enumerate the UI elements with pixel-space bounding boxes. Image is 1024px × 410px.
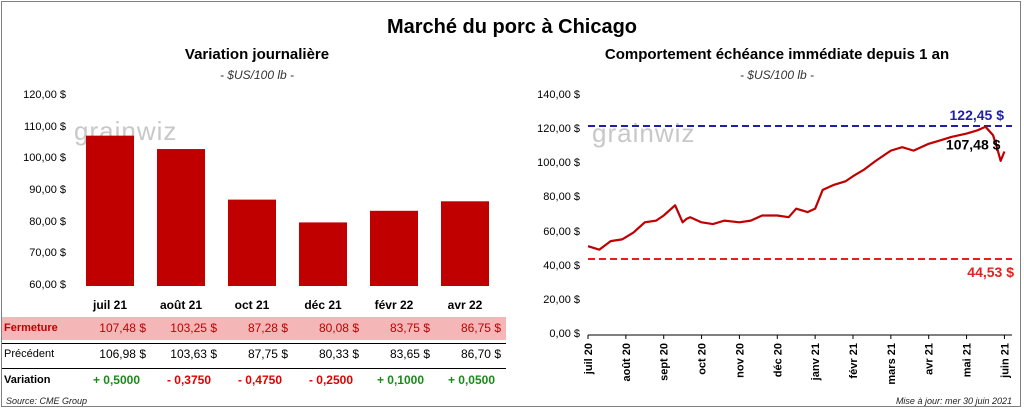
bar-5 bbox=[441, 201, 489, 286]
x-tick-label: oct 21 bbox=[234, 298, 270, 312]
fermeture-cell: 103,25 $ bbox=[170, 321, 217, 335]
x-tick-label: févr 22 bbox=[374, 298, 414, 312]
y-tick-label: 80,00 $ bbox=[543, 191, 580, 204]
low-label: 44,53 $ bbox=[967, 264, 1014, 280]
x-tick-label: sept 20 bbox=[659, 343, 671, 381]
bar-4 bbox=[370, 210, 418, 286]
x-tick-label: févr 21 bbox=[848, 343, 860, 378]
x-tick-label: avr 22 bbox=[447, 298, 483, 312]
x-tick-label: janv 21 bbox=[810, 343, 822, 381]
right-watermark: grainwiz bbox=[592, 118, 696, 148]
last-value-label: 107,48 $ bbox=[946, 137, 1001, 153]
bar-2 bbox=[228, 199, 276, 286]
y-tick-label: 120,00 $ bbox=[23, 89, 66, 101]
x-tick-label: juil 20 bbox=[583, 343, 595, 375]
bar-0 bbox=[86, 135, 134, 286]
fermeture-label: Fermeture bbox=[4, 322, 58, 334]
y-tick-label: 90,00 $ bbox=[29, 184, 66, 196]
precedent-cell: 80,33 $ bbox=[318, 347, 359, 361]
precedent-label: Précédent bbox=[4, 348, 55, 360]
x-tick-label: oct 20 bbox=[697, 343, 709, 375]
price-series-line bbox=[587, 125, 1006, 251]
fermeture-cell: 87,28 $ bbox=[247, 321, 288, 335]
table-divider bbox=[2, 368, 506, 369]
high-label: 122,45 $ bbox=[950, 107, 1005, 123]
y-tick-label: 40,00 $ bbox=[543, 259, 580, 272]
variation-cell: - 0,4750 bbox=[237, 373, 282, 387]
left-unit: - $US/100 lb - bbox=[219, 68, 295, 82]
x-tick-label: déc 21 bbox=[304, 298, 342, 312]
x-tick-label: mars 21 bbox=[886, 343, 898, 385]
precedent-cell: 103,63 $ bbox=[170, 347, 217, 361]
y-tick-label: 140,00 $ bbox=[537, 89, 580, 101]
x-tick-label: août 21 bbox=[159, 298, 202, 312]
x-tick-label: juil 21 bbox=[92, 298, 127, 312]
left-subtitle: Variation journalière bbox=[184, 46, 330, 63]
x-tick-label: août 20 bbox=[621, 343, 633, 382]
variation-cell: - 0,2500 bbox=[308, 373, 353, 387]
variation-cell: + 0,1000 bbox=[376, 373, 424, 387]
y-tick-label: 100,00 $ bbox=[537, 157, 580, 170]
x-tick-label: déc 20 bbox=[772, 343, 784, 377]
precedent-cell: 86,70 $ bbox=[460, 347, 501, 361]
fermeture-cell: 107,48 $ bbox=[99, 321, 146, 335]
y-tick-label: 60,00 $ bbox=[543, 225, 580, 238]
right-unit: - $US/100 lb - bbox=[739, 68, 815, 82]
right-subtitle: Comportement échéance immédiate depuis 1… bbox=[604, 46, 950, 63]
bar-1 bbox=[157, 149, 205, 286]
x-tick-label: mai 21 bbox=[962, 343, 974, 377]
y-tick-label: 110,00 $ bbox=[23, 120, 66, 133]
x-tick-label: avr 21 bbox=[924, 343, 936, 375]
fermeture-cell: 80,08 $ bbox=[318, 321, 359, 335]
y-tick-label: 20,00 $ bbox=[543, 293, 580, 306]
y-tick-label: 60,00 $ bbox=[29, 279, 66, 291]
y-tick-label: 80,00 $ bbox=[29, 215, 66, 228]
x-tick-label: nov 20 bbox=[734, 343, 746, 378]
update-note: Mise à jour: mer 30 juin 2021 bbox=[895, 396, 1012, 406]
page-title: Marché du porc à Chicago bbox=[386, 16, 638, 38]
precedent-cell: 106,98 $ bbox=[99, 347, 146, 361]
y-tick-label: 70,00 $ bbox=[29, 247, 66, 260]
source-note: Source: CME Group bbox=[6, 396, 88, 406]
fermeture-cell: 83,75 $ bbox=[389, 321, 430, 335]
variation-cell: - 0,3750 bbox=[166, 373, 211, 387]
fermeture-cell: 86,75 $ bbox=[460, 321, 501, 335]
precedent-cell: 83,65 $ bbox=[389, 347, 430, 361]
x-tick-label: juin 21 bbox=[999, 343, 1011, 379]
y-tick-label: 100,00 $ bbox=[23, 152, 66, 165]
variation-cell: + 0,0500 bbox=[447, 373, 495, 387]
table-divider bbox=[2, 343, 506, 344]
y-tick-label: 120,00 $ bbox=[537, 123, 580, 136]
precedent-cell: 87,75 $ bbox=[247, 347, 288, 361]
y-tick-label: 0,00 $ bbox=[549, 328, 580, 340]
bar-3 bbox=[299, 222, 347, 286]
variation-cell: + 0,5000 bbox=[92, 373, 140, 387]
fermeture-row-bg bbox=[2, 317, 506, 340]
variation-label: Variation bbox=[4, 374, 51, 386]
